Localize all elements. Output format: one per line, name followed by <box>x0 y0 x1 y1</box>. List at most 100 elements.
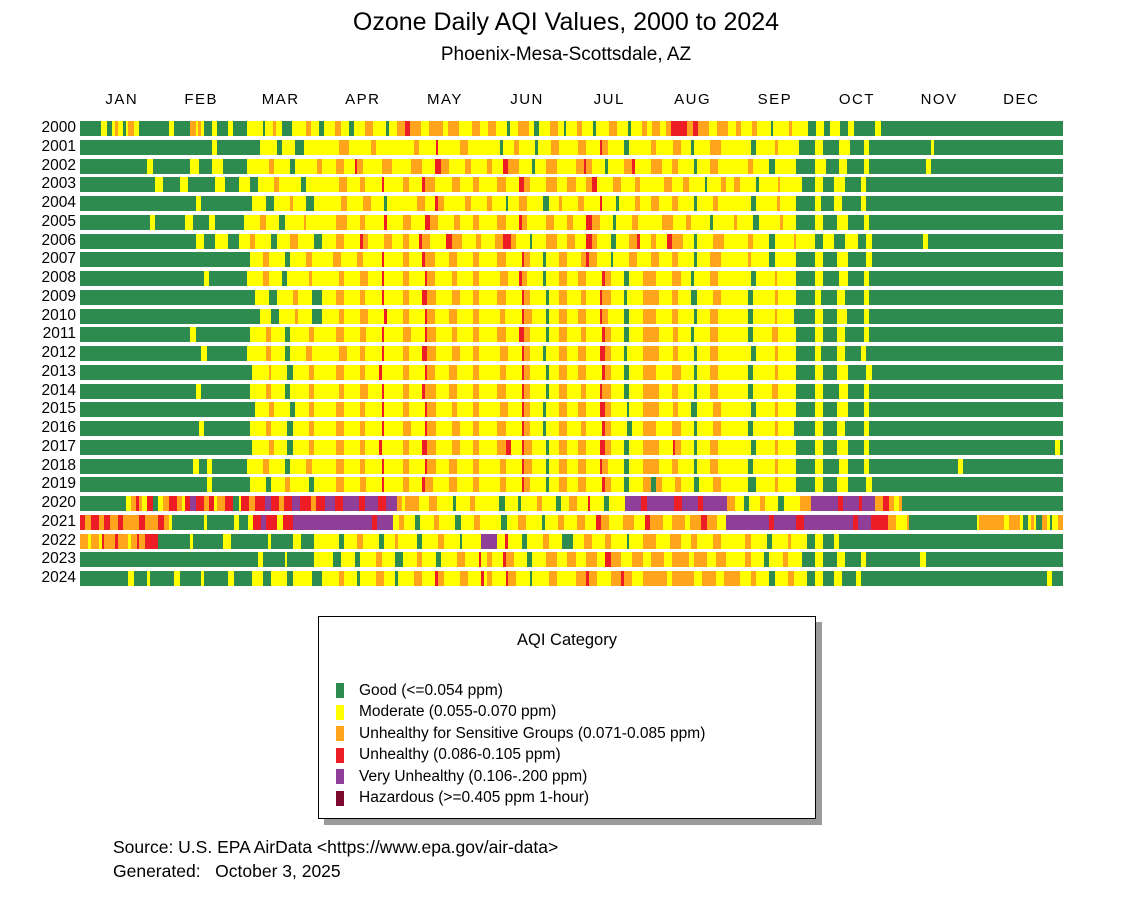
aqi-day-run <box>650 477 657 493</box>
aqi-day-run <box>529 327 546 343</box>
aqi-day-run <box>524 364 530 380</box>
aqi-day-run <box>899 121 981 136</box>
aqi-day-run <box>393 514 399 530</box>
aqi-day-run <box>486 364 501 380</box>
aqi-day-run <box>567 421 581 436</box>
month-label-feb: FEB <box>184 91 219 108</box>
aqi-day-run <box>602 271 606 286</box>
aqi-day-run <box>850 139 864 155</box>
aqi-day-run <box>567 458 579 474</box>
aqi-day-run <box>501 514 507 530</box>
aqi-day-run <box>357 158 363 174</box>
aqi-day-run <box>387 214 404 230</box>
aqi-day-run <box>979 214 1064 230</box>
aqi-day-run <box>381 364 404 380</box>
year-day-cells <box>80 383 1064 399</box>
aqi-day-run <box>246 271 264 286</box>
aqi-day-run <box>610 402 627 418</box>
aqi-day-run <box>268 439 274 455</box>
aqi-day-run <box>548 533 563 549</box>
aqi-day-run <box>680 139 692 155</box>
aqi-day-run <box>543 271 546 286</box>
aqi-day-run <box>427 327 436 343</box>
aqi-day-run <box>922 233 929 249</box>
aqi-day-run <box>478 177 487 193</box>
aqi-day-run <box>80 421 164 436</box>
aqi-day-run <box>839 139 851 155</box>
aqi-day-run <box>591 233 598 249</box>
aqi-day-run <box>448 121 459 136</box>
aqi-day-run <box>473 402 479 418</box>
aqi-day-run <box>322 252 334 268</box>
aqi-day-run <box>521 421 525 436</box>
aqi-day-run <box>888 496 894 511</box>
aqi-day-run <box>435 139 439 155</box>
aqi-day-run <box>295 139 304 155</box>
aqi-day-run <box>384 271 404 286</box>
aqi-day-run <box>520 496 537 511</box>
aqi-day-run <box>902 496 980 511</box>
aqi-day-run <box>184 496 191 511</box>
aqi-day-run <box>777 364 797 380</box>
aqi-day-run <box>632 214 638 230</box>
aqi-day-run <box>578 364 587 380</box>
aqi-day-run <box>98 514 105 530</box>
aqi-day-run <box>195 327 239 343</box>
aqi-day-run <box>796 233 816 249</box>
aqi-day-run <box>782 552 789 568</box>
aqi-day-run <box>448 383 458 399</box>
year-axis-label: 2022 <box>41 531 76 549</box>
aqi-day-run <box>567 364 579 380</box>
aqi-day-run <box>899 496 903 511</box>
aqi-day-run <box>460 514 475 530</box>
aqi-day-run <box>844 289 864 305</box>
heatmap-row-2018: 2018 <box>42 457 1063 474</box>
aqi-day-run <box>710 139 721 155</box>
aqi-day-run <box>109 514 118 530</box>
aqi-day-run <box>550 121 559 136</box>
year-day-cells <box>80 439 1064 455</box>
aqi-day-run <box>420 514 434 530</box>
aqi-day-run <box>823 439 837 455</box>
aqi-day-run <box>451 271 458 286</box>
aqi-day-run <box>227 121 234 136</box>
aqi-day-run <box>238 571 253 586</box>
aqi-day-run <box>750 196 756 211</box>
aqi-day-run <box>405 121 411 136</box>
aqi-day-run <box>979 252 1063 268</box>
year-day-cells <box>80 233 1063 249</box>
aqi-day-run <box>486 158 493 174</box>
legend-swatch-icon <box>336 683 344 699</box>
aqi-day-run <box>625 496 642 511</box>
aqi-day-run <box>796 458 816 474</box>
aqi-day-run <box>80 458 164 474</box>
aqi-day-run <box>683 233 694 249</box>
aqi-day-run <box>225 177 239 193</box>
aqi-day-run <box>593 121 596 136</box>
aqi-day-run <box>387 196 404 211</box>
aqi-day-run <box>446 233 452 249</box>
aqi-day-run <box>360 214 366 230</box>
aqi-day-run <box>847 308 864 324</box>
aqi-day-run <box>543 346 546 361</box>
aqi-day-run <box>734 458 748 474</box>
aqi-day-run <box>333 552 342 568</box>
aqi-day-run <box>769 552 783 568</box>
aqi-day-run <box>586 346 600 361</box>
aqi-day-run <box>559 421 568 436</box>
aqi-day-run <box>895 514 902 530</box>
aqi-day-run <box>545 158 557 174</box>
aqi-day-run <box>532 552 546 568</box>
page-subtitle: Phoenix-Mesa-Scottsdale, AZ <box>440 44 692 65</box>
aqi-day-run <box>634 158 651 174</box>
aqi-day-run <box>632 552 643 568</box>
aqi-day-run <box>292 496 301 511</box>
aqi-day-run <box>624 327 630 343</box>
aqi-day-run <box>1033 514 1037 530</box>
aqi-day-run <box>284 496 293 511</box>
aqi-day-run <box>834 196 843 211</box>
aqi-day-run <box>979 571 1047 586</box>
aqi-day-run <box>346 177 361 193</box>
aqi-day-run <box>871 514 888 530</box>
aqi-day-run <box>839 271 848 286</box>
